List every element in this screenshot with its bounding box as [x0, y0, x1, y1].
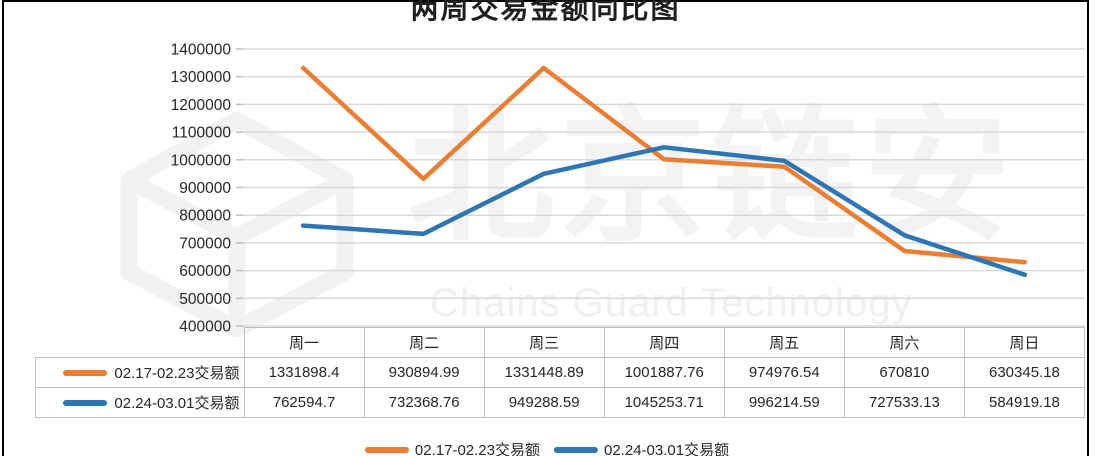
table-row: 02.17-02.23交易额 1331898.4 930894.99 1331448.… — [35, 357, 1086, 388]
watermark-en-text: Chains Guard Technology — [430, 281, 913, 325]
y-axis-label: 400000 — [179, 319, 231, 336]
table-value-cell: 732368.76 — [363, 387, 485, 418]
series-marker-icon — [63, 369, 108, 376]
table-value-cell: 949288.59 — [483, 387, 605, 418]
table-value-cell: 930894.99 — [363, 357, 485, 388]
series-key-cell: 02.24-03.01交易额 — [35, 387, 245, 418]
series-key-label: 02.24-03.01交易额 — [114, 395, 240, 412]
table-value-cell: 1331448.89 — [483, 357, 605, 388]
watermark-cube-logo — [120, 112, 354, 337]
table-header-cell: 周一 — [243, 327, 365, 358]
legend-item: 02.17-02.23交易额 — [364, 439, 540, 456]
y-axis-label: 800000 — [179, 208, 231, 225]
y-axis-label: 700000 — [179, 235, 231, 252]
y-axis-label: 1300000 — [171, 69, 232, 86]
y-axis-label: 500000 — [179, 291, 231, 308]
table-value-cell: 996214.59 — [723, 387, 845, 418]
series-line-2 — [300, 145, 1028, 278]
y-axis-label: 1000000 — [171, 152, 232, 169]
chart-legend: 02.17-02.23交易额 02.24-03.01交易额 — [364, 439, 729, 456]
y-axis-label: 1100000 — [172, 125, 232, 142]
y-axis-label: 1400000 — [171, 42, 232, 59]
table-value-cell: 762594.7 — [243, 387, 365, 418]
table-value-cell: 584919.18 — [963, 387, 1086, 418]
table-value-cell: 670810 — [843, 357, 965, 388]
table-value-cell: 727533.13 — [843, 387, 965, 418]
table-header-cell: 周四 — [603, 327, 725, 358]
legend-label: 02.17-02.23交易额 — [414, 442, 540, 456]
table-header-cell: 周二 — [363, 327, 485, 358]
legend-item: 02.24-03.01交易额 — [554, 439, 729, 456]
legend-label: 02.24-03.01交易额 — [604, 442, 730, 456]
table-value-cell: 1331898.4 — [243, 357, 365, 388]
chart-data-table: 周一 周二 周三 周四 周五 周六 周日 02.17-02.23交易额 1331898.4 930… — [35, 327, 1086, 418]
chart-title: 两周交易金额同比图 — [410, 0, 681, 24]
table-value-cell: 1045253.71 — [603, 387, 725, 418]
table-header-cell: 周日 — [963, 327, 1086, 358]
y-axis-label: 1200000 — [171, 97, 232, 114]
table-corner-cell — [36, 328, 245, 358]
table-header-row: 周一 周二 周三 周四 周五 周六 周日 — [36, 327, 1086, 358]
y-axis-label: 900000 — [179, 180, 231, 197]
table-header-cell: 周三 — [483, 327, 605, 358]
table-header-cell: 周六 — [843, 327, 965, 358]
watermark-cn-text: 北京链安 — [408, 95, 1016, 258]
table-value-cell: 630345.18 — [963, 357, 1086, 388]
table-header-cell: 周五 — [723, 327, 845, 358]
table-row: 02.24-03.01交易额 762594.7 732368.76 949288.59… — [35, 387, 1086, 418]
series-marker-icon — [63, 399, 108, 406]
series-key-cell: 02.17-02.23交易额 — [35, 357, 245, 388]
legend-marker-icon — [364, 446, 409, 453]
y-axis-label: 600000 — [179, 263, 231, 280]
series-line-1 — [300, 65, 1028, 265]
series-key-label: 02.17-02.23交易额 — [114, 365, 240, 382]
table-value-cell: 1001887.76 — [603, 357, 725, 388]
legend-marker-icon — [554, 446, 598, 453]
table-value-cell: 974976.54 — [723, 357, 845, 388]
